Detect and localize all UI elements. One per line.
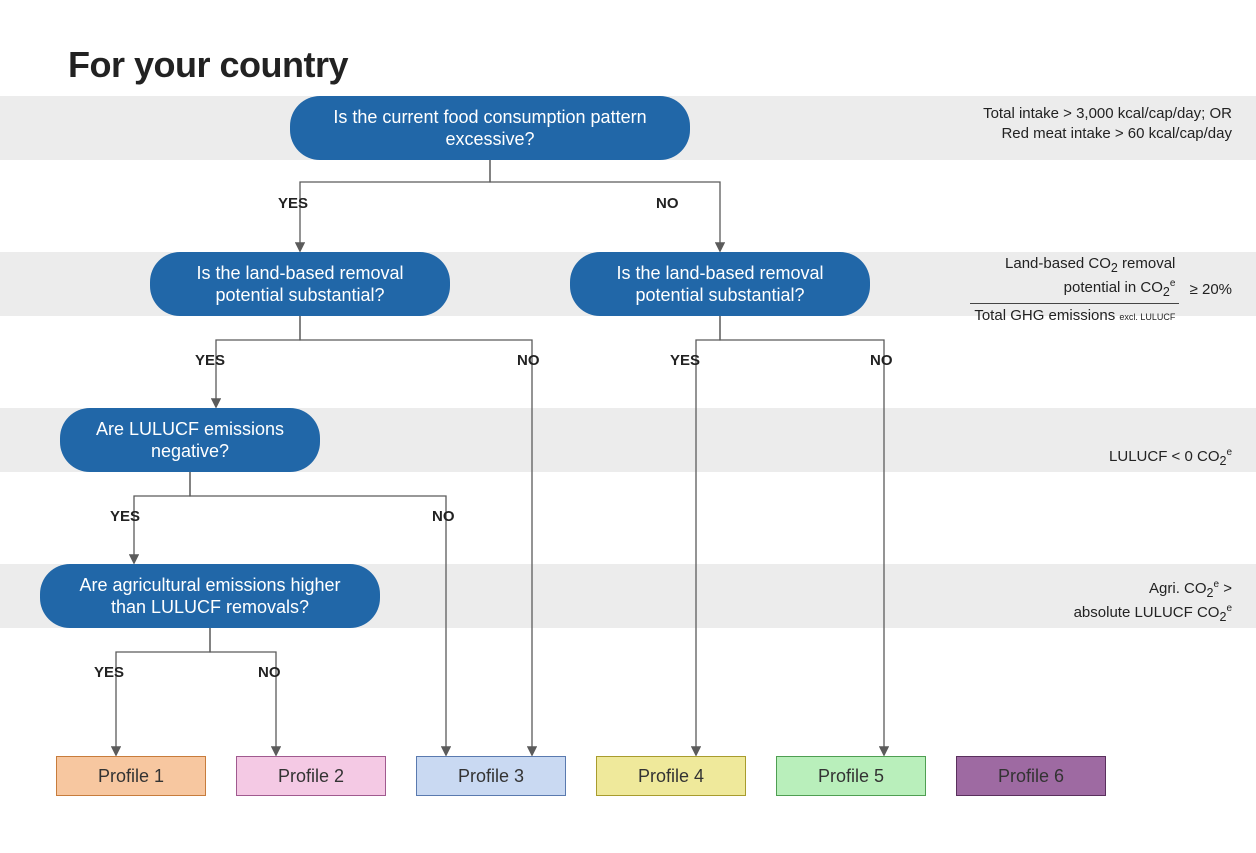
branch-label: NO xyxy=(432,508,455,525)
criteria-landremoval: Land-based CO2 removal potential in CO2e… xyxy=(970,252,1232,328)
branch-label: NO xyxy=(870,352,893,369)
question-text: Is the land-based removal potential subs… xyxy=(590,262,850,307)
criteria-frac-top: Land-based CO xyxy=(1005,255,1111,272)
criteria-line: LULUCF < 0 CO xyxy=(1109,448,1219,465)
question-text: Is the current food consumption pattern … xyxy=(310,106,670,151)
criteria-frac-top2: potential in CO xyxy=(1064,279,1163,296)
branch-label: NO xyxy=(258,664,281,681)
criteria-tail: ≥ 20% xyxy=(1190,281,1232,298)
criteria-line: Red meat intake > 60 kcal/cap/day xyxy=(983,124,1232,144)
profile-5: Profile 5 xyxy=(776,756,926,796)
criteria-agri: Agri. CO2e > absolute LULUCF CO2e xyxy=(1074,578,1232,626)
question-landremoval-no-branch: Is the land-based removal potential subs… xyxy=(570,252,870,316)
branch-label: YES xyxy=(94,664,124,681)
branch-label: NO xyxy=(517,352,540,369)
profile-2: Profile 2 xyxy=(236,756,386,796)
criteria-line: Agri. CO xyxy=(1149,580,1207,597)
branch-label: YES xyxy=(670,352,700,369)
profile-1: Profile 1 xyxy=(56,756,206,796)
criteria-line: absolute LULUCF CO xyxy=(1074,604,1220,621)
branch-label: YES xyxy=(110,508,140,525)
question-text: Are LULUCF emissions negative? xyxy=(80,418,300,463)
criteria-line: Total intake > 3,000 kcal/cap/day; OR xyxy=(983,104,1232,124)
profile-3: Profile 3 xyxy=(416,756,566,796)
question-consumption: Is the current food consumption pattern … xyxy=(290,96,690,160)
question-agri-vs-lulucf: Are agricultural emissions higher than L… xyxy=(40,564,380,628)
profile-6: Profile 6 xyxy=(956,756,1106,796)
criteria-lulucf: LULUCF < 0 CO2e xyxy=(1109,446,1232,470)
criteria-frac-bot: Total GHG emissions xyxy=(974,307,1119,324)
question-lulucf-negative: Are LULUCF emissions negative? xyxy=(60,408,320,472)
criteria-consumption: Total intake > 3,000 kcal/cap/day; OR Re… xyxy=(983,104,1232,145)
branch-label: YES xyxy=(195,352,225,369)
branch-label: YES xyxy=(278,195,308,212)
question-landremoval-yes-branch: Is the land-based removal potential subs… xyxy=(150,252,450,316)
question-text: Is the land-based removal potential subs… xyxy=(170,262,430,307)
question-text: Are agricultural emissions higher than L… xyxy=(60,574,360,619)
branch-label: NO xyxy=(656,195,679,212)
profile-4: Profile 4 xyxy=(596,756,746,796)
